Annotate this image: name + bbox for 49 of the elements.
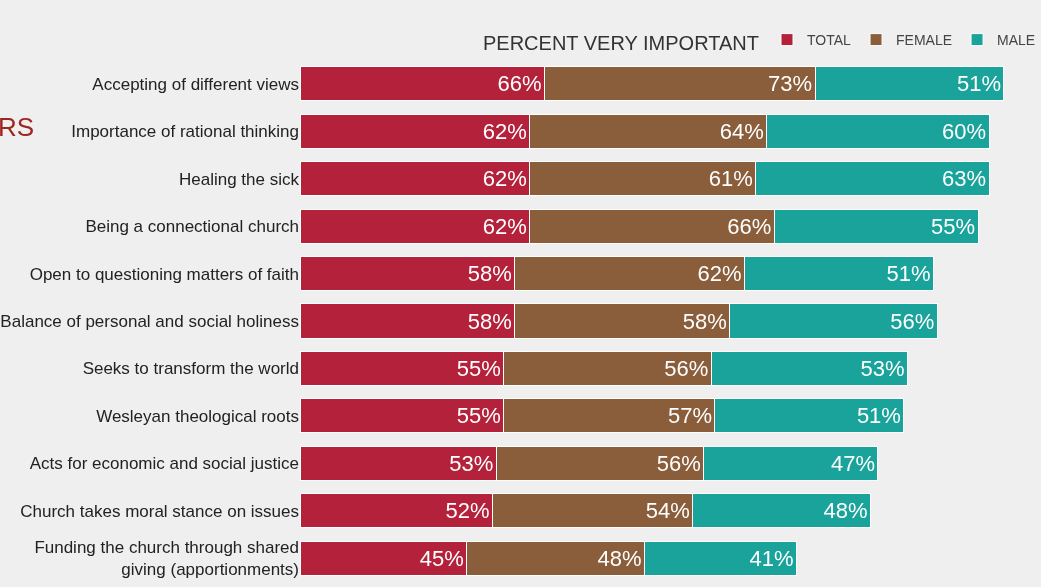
legend-label: TOTAL bbox=[807, 32, 852, 49]
data-label: 51% bbox=[856, 403, 901, 429]
data-label: 58% bbox=[467, 261, 512, 287]
legend-title: PERCENT VERY IMPORTANT bbox=[483, 32, 759, 54]
y-tick-label: Funding the church through shared giving (apportionments) bbox=[34, 538, 299, 580]
data-label: 56% bbox=[656, 450, 701, 476]
data-label: 66% bbox=[497, 71, 542, 97]
data-label: 61% bbox=[708, 166, 753, 192]
data-label: 62% bbox=[697, 261, 742, 287]
data-label: 73% bbox=[767, 71, 812, 97]
y-tick-label: Accepting of different views bbox=[92, 74, 299, 94]
data-label: 52% bbox=[445, 498, 490, 524]
data-label: 51% bbox=[886, 261, 931, 287]
data-label: 48% bbox=[597, 545, 642, 571]
y-tick-label: Importance of rational thinking bbox=[71, 122, 299, 142]
data-label: 41% bbox=[749, 545, 794, 571]
data-label: 56% bbox=[664, 355, 709, 381]
data-label: 47% bbox=[830, 450, 875, 476]
data-label: 45% bbox=[419, 545, 464, 571]
data-label: 55% bbox=[456, 355, 501, 381]
data-label: 51% bbox=[956, 71, 1001, 97]
y-tick-label: Being a connectional church bbox=[85, 217, 299, 237]
data-label: 62% bbox=[482, 118, 527, 144]
legend-label: MALE bbox=[997, 32, 1036, 49]
y-tick-label: Wesleyan theological roots bbox=[96, 406, 299, 426]
data-label: 63% bbox=[942, 166, 987, 192]
data-label: 55% bbox=[930, 213, 976, 239]
data-label: 62% bbox=[482, 166, 527, 192]
legend-label: FEMALE bbox=[896, 32, 953, 49]
data-label: 58% bbox=[467, 308, 512, 334]
y-tick-label: Healing the sick bbox=[178, 169, 300, 189]
y-tick-label: Church takes moral stance on issues bbox=[20, 501, 299, 521]
data-label: 55% bbox=[456, 403, 501, 429]
data-label: 53% bbox=[860, 355, 905, 381]
data-label: 56% bbox=[890, 308, 935, 334]
text: RS bbox=[0, 112, 35, 142]
data-label: 66% bbox=[727, 213, 772, 239]
data-label: 60% bbox=[942, 118, 987, 144]
data-label: 58% bbox=[682, 308, 727, 334]
y-tick-label: Open to questioning matters of faith bbox=[29, 264, 299, 284]
data-label: 62% bbox=[482, 213, 527, 239]
data-label: 53% bbox=[449, 450, 494, 476]
data-label: 54% bbox=[645, 498, 690, 524]
data-label: 64% bbox=[719, 118, 764, 144]
y-tick-label: Balance of personal and social holiness bbox=[0, 311, 299, 331]
y-tick-label: Acts for economic and social justice bbox=[29, 454, 299, 474]
data-label: 48% bbox=[823, 498, 868, 524]
data-label: 57% bbox=[667, 403, 712, 429]
y-tick-label: Seeks to transform the world bbox=[82, 359, 299, 379]
